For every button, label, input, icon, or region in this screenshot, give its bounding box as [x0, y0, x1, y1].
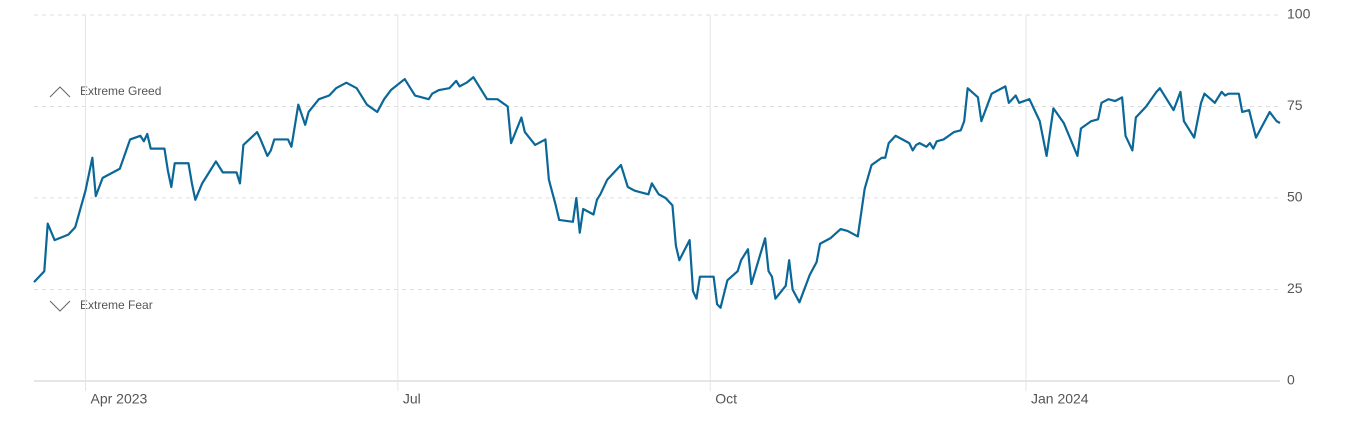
- y-tick-label: 25: [1287, 280, 1303, 296]
- x-tick-label: Jan 2024: [1031, 391, 1089, 407]
- fear-icon: [49, 300, 71, 312]
- x-tick-label: Apr 2023: [90, 391, 147, 407]
- x-tick-label: Oct: [715, 391, 737, 407]
- y-tick-label: 100: [1287, 6, 1311, 22]
- annotation: Extreme Greed: [80, 84, 161, 98]
- data-line: [33, 76, 1281, 309]
- greed-icon: [49, 86, 71, 98]
- y-tick-label: 75: [1287, 97, 1303, 113]
- y-tick-label: 0: [1287, 372, 1295, 388]
- y-tick-label: 50: [1287, 189, 1303, 205]
- x-tick-label: Jul: [403, 391, 421, 407]
- annotation: Extreme Fear: [80, 298, 153, 312]
